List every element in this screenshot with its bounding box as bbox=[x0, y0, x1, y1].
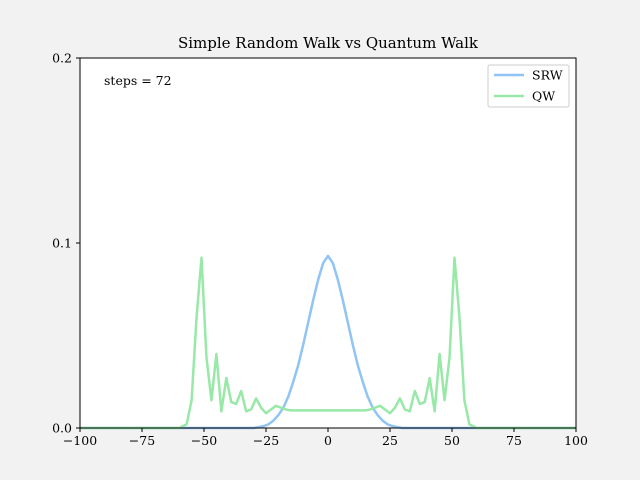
x-tick-label: −75 bbox=[129, 433, 155, 448]
series-layer bbox=[80, 254, 576, 430]
x-tick-label: 0 bbox=[324, 433, 332, 448]
x-tick-label: −50 bbox=[191, 433, 217, 448]
x-tick-label: 25 bbox=[382, 433, 398, 448]
x-tick-label: 50 bbox=[444, 433, 460, 448]
y-tick-label: 0.2 bbox=[52, 51, 72, 66]
legend-label-srw: SRW bbox=[532, 68, 563, 83]
plot-area bbox=[80, 58, 576, 428]
y-tick-label: 0.1 bbox=[52, 236, 72, 251]
legend-label-qw: QW bbox=[532, 89, 555, 104]
y-tick-label: 0.0 bbox=[52, 421, 72, 436]
x-tick-label: −100 bbox=[63, 433, 97, 448]
x-tick-label: 75 bbox=[506, 433, 522, 448]
series-line-qw bbox=[80, 256, 576, 430]
chart-title: Simple Random Walk vs Quantum Walk bbox=[178, 34, 479, 52]
x-tick-label: −25 bbox=[253, 433, 279, 448]
steps-annotation: steps = 72 bbox=[104, 73, 172, 88]
x-axis: −100 −75 −50 −25 0 25 50 75 100 bbox=[63, 428, 588, 448]
series-line-srw bbox=[80, 254, 576, 430]
y-axis: 0.0 0.1 0.2 bbox=[52, 51, 80, 436]
legend: SRW QW bbox=[487, 64, 570, 108]
x-tick-label: 100 bbox=[564, 433, 588, 448]
